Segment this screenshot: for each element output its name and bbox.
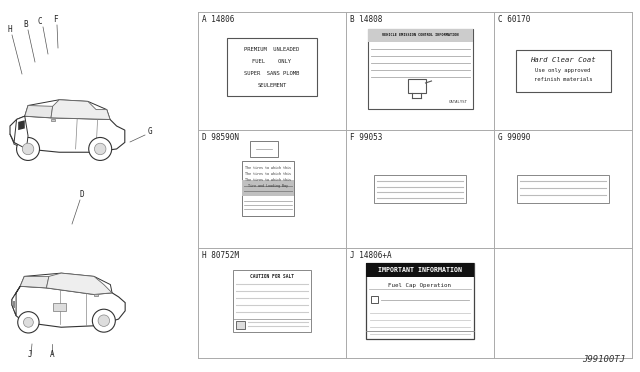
Text: C 60170: C 60170 (498, 15, 531, 24)
Circle shape (24, 317, 33, 327)
Bar (367, 29, 472, 42)
Text: J99100TJ: J99100TJ (582, 355, 625, 364)
Text: D: D (80, 190, 84, 199)
Text: F 99053: F 99053 (350, 133, 382, 142)
Bar (51, 119, 55, 121)
Text: Hard Clear Coat: Hard Clear Coat (530, 57, 596, 63)
Bar (408, 79, 426, 93)
Text: H: H (7, 25, 12, 34)
Polygon shape (47, 273, 112, 295)
Text: J: J (28, 350, 33, 359)
Polygon shape (18, 120, 25, 130)
Bar (236, 321, 245, 329)
Polygon shape (20, 276, 49, 288)
Text: A: A (50, 350, 54, 359)
Bar (374, 175, 466, 203)
Bar (515, 50, 611, 92)
Text: VEHICLE EMISSION CONTROL INFORMATION: VEHICLE EMISSION CONTROL INFORMATION (381, 33, 458, 38)
Text: The tires to which this: The tires to which this (245, 166, 291, 170)
Text: SUPER  SANS PLOMB: SUPER SANS PLOMB (244, 71, 300, 76)
Polygon shape (12, 286, 20, 316)
Text: H 80752M: H 80752M (202, 251, 239, 260)
Bar (366, 263, 474, 277)
Text: B: B (23, 20, 28, 29)
Circle shape (92, 309, 115, 332)
Text: refinish materials: refinish materials (534, 77, 592, 82)
Text: B l4808: B l4808 (350, 15, 382, 24)
Circle shape (95, 143, 106, 155)
Circle shape (22, 143, 34, 155)
Polygon shape (14, 116, 28, 149)
Bar (517, 175, 609, 203)
Bar (53, 303, 66, 311)
Text: G: G (148, 127, 152, 136)
Bar (366, 263, 474, 339)
Text: C: C (38, 17, 43, 26)
Bar (250, 141, 278, 157)
Circle shape (89, 138, 111, 160)
Text: D 98590N: D 98590N (202, 133, 239, 142)
Text: J 14806+A: J 14806+A (350, 251, 392, 260)
Text: Use only approved: Use only approved (536, 68, 591, 73)
Text: PREMIUM  UNLEADED: PREMIUM UNLEADED (244, 47, 300, 52)
Text: FUEL    ONLY: FUEL ONLY (253, 59, 291, 64)
Bar (367, 29, 472, 109)
Polygon shape (51, 100, 110, 119)
Bar (242, 180, 294, 196)
Bar (242, 161, 294, 216)
Text: The tires to which this: The tires to which this (245, 178, 291, 182)
Bar (371, 296, 378, 303)
Text: Tire and Loading Bay: Tire and Loading Bay (248, 184, 288, 188)
Polygon shape (25, 106, 52, 118)
Polygon shape (10, 116, 125, 152)
Bar (13, 301, 15, 308)
Text: A 14806: A 14806 (202, 15, 234, 24)
Text: IMPORTANT INFORMATION: IMPORTANT INFORMATION (378, 267, 462, 273)
Circle shape (98, 315, 109, 326)
Text: CATALYST: CATALYST (449, 100, 467, 104)
Text: Fuel Cap Operation: Fuel Cap Operation (388, 283, 451, 288)
Text: SEULEMENT: SEULEMENT (257, 83, 287, 88)
Bar (227, 38, 317, 96)
Text: CAUTION FOR SALT: CAUTION FOR SALT (250, 274, 294, 279)
Bar (94, 294, 98, 296)
Text: The tires to which this: The tires to which this (245, 172, 291, 176)
Circle shape (17, 138, 40, 160)
Polygon shape (12, 286, 125, 327)
Circle shape (18, 312, 39, 333)
Text: G 99090: G 99090 (498, 133, 531, 142)
Bar (233, 270, 311, 332)
Text: F: F (53, 15, 58, 24)
